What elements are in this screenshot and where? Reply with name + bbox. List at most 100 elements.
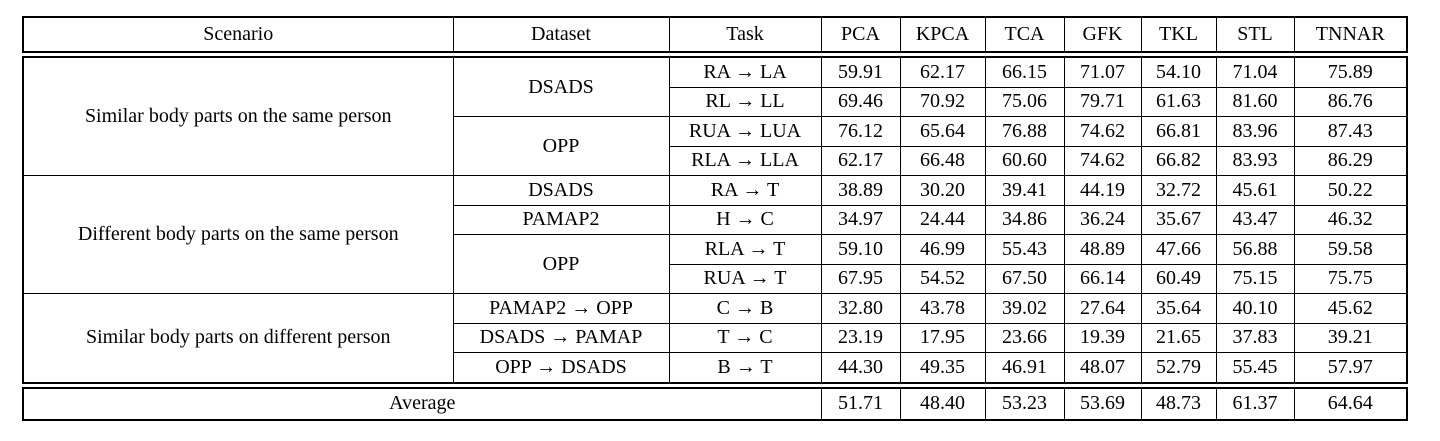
value-cell: 66.14: [1063, 263, 1142, 294]
value-cell: 39.02: [984, 293, 1065, 324]
value-cell: 60.60: [984, 145, 1065, 176]
dataset-cell: DSADS: [452, 54, 670, 117]
value-cell: 43.47: [1215, 204, 1295, 235]
value-cell-tnnar: 39.21: [1293, 322, 1408, 353]
value-cell: 71.04: [1215, 54, 1295, 88]
value-cell: 54.10: [1140, 54, 1217, 88]
value-cell: 74.62: [1063, 145, 1142, 176]
value-cell: 56.88: [1215, 234, 1295, 265]
value-cell: 67.50: [984, 263, 1065, 294]
value-cell: 27.64: [1063, 293, 1142, 324]
table-row: OPP RUA → LUA 76.12 65.64 76.88 74.62 66…: [23, 116, 1408, 176]
dataset-cell: OPP → DSADS: [452, 352, 670, 386]
value-cell: 48.07: [1063, 352, 1142, 386]
value-cell-tnnar: 59.58: [1293, 234, 1408, 265]
value-cell: 55.43: [984, 234, 1065, 265]
average-value-cell: 48.73: [1140, 381, 1217, 420]
average-value-cell: 48.40: [899, 381, 986, 420]
value-cell: 35.67: [1140, 204, 1217, 235]
value-cell: 66.15: [984, 54, 1065, 88]
value-cell: 71.07: [1063, 54, 1142, 88]
task-cell: RLA → T: [668, 234, 822, 265]
value-cell: 46.91: [984, 352, 1065, 386]
results-table: Scenario Dataset Task PCA KPCA TCA GFK T…: [22, 16, 1408, 421]
header-row: Scenario Dataset Task PCA KPCA TCA GFK T…: [22, 16, 1408, 58]
value-cell: 76.88: [984, 116, 1065, 147]
average-row: Average 51.71 48.40 53.23 53.69 48.73 61…: [22, 381, 1408, 420]
value-cell: 24.44: [899, 204, 986, 235]
value-cell: 47.66: [1140, 234, 1217, 265]
average-value-cell: 51.71: [820, 381, 901, 420]
value-cell: 81.60: [1215, 86, 1295, 117]
scenario-cell: Similar body parts on the same person: [22, 54, 454, 176]
value-cell-tnnar: 86.76: [1293, 86, 1408, 117]
value-cell: 38.89: [820, 175, 901, 206]
table-row: RUA → T 67.95 54.52 67.50 66.14 60.49 75…: [23, 263, 1408, 294]
average-value-cell: 53.23: [984, 381, 1065, 420]
col-header-tca: TCA: [984, 16, 1065, 58]
value-cell: 17.95: [899, 322, 986, 353]
value-cell: 55.45: [1215, 352, 1295, 386]
col-header-kpca: KPCA: [899, 16, 986, 58]
value-cell: 21.65: [1140, 322, 1217, 353]
dataset-cell: PAMAP2: [452, 204, 670, 235]
value-cell: 40.10: [1215, 293, 1295, 324]
value-cell-tnnar: 87.43: [1293, 116, 1408, 147]
task-cell: RL → LL: [668, 86, 822, 117]
value-cell-tnnar: 45.62: [1293, 293, 1408, 324]
value-cell: 46.99: [899, 234, 986, 265]
value-cell: 61.63: [1140, 86, 1217, 117]
value-cell: 66.82: [1140, 145, 1217, 176]
dataset-cell: DSADS: [452, 175, 670, 206]
page: Scenario Dataset Task PCA KPCA TCA GFK T…: [0, 16, 1440, 441]
value-cell-tnnar: 57.97: [1293, 352, 1408, 386]
dataset-cell: DSADS → PAMAP: [452, 322, 670, 353]
value-cell: 67.95: [820, 263, 901, 294]
value-cell: 45.61: [1215, 175, 1295, 206]
col-header-pca: PCA: [820, 16, 901, 58]
value-cell: 35.64: [1140, 293, 1217, 324]
col-header-scenario: Scenario: [22, 16, 454, 58]
value-cell: 37.83: [1215, 322, 1295, 353]
value-cell: 34.86: [984, 204, 1065, 235]
value-cell: 69.46: [820, 86, 901, 117]
task-cell: RUA → T: [668, 263, 822, 294]
task-cell: C → B: [668, 293, 822, 324]
value-cell: 59.10: [820, 234, 901, 265]
table-row: Similar body parts on different person P…: [22, 293, 1408, 386]
value-cell: 83.96: [1215, 116, 1295, 147]
table-row: DSADS → PAMAP T → C 23.19 17.95 23.66 19…: [23, 322, 1408, 353]
value-cell: 36.24: [1063, 204, 1142, 235]
scenario-cell: Similar body parts on different person: [22, 293, 454, 386]
value-cell: 48.89: [1063, 234, 1142, 265]
table-row: RLA → LLA 62.17 66.48 60.60 74.62 66.82 …: [23, 145, 1408, 176]
task-cell: RA → LA: [668, 54, 822, 88]
value-cell: 83.93: [1215, 145, 1295, 176]
value-cell: 19.39: [1063, 322, 1142, 353]
task-cell: H → C: [668, 204, 822, 235]
task-cell: B → T: [668, 352, 822, 386]
value-cell: 30.20: [899, 175, 986, 206]
value-cell-tnnar: 50.22: [1293, 175, 1408, 206]
dataset-cell: OPP: [452, 116, 670, 176]
col-header-tkl: TKL: [1140, 16, 1217, 58]
table-row: OPP → DSADS B → T 44.30 49.35 46.91 48.0…: [23, 352, 1408, 386]
value-cell: 32.72: [1140, 175, 1217, 206]
value-cell: 54.52: [899, 263, 986, 294]
value-cell: 75.06: [984, 86, 1065, 117]
value-cell: 62.17: [820, 145, 901, 176]
average-value-cell: 61.37: [1215, 381, 1295, 420]
value-cell-tnnar: 75.75: [1293, 263, 1408, 294]
col-header-task: Task: [668, 16, 822, 58]
table-row: Different body parts on the same person …: [22, 175, 1408, 294]
col-header-gfk: GFK: [1063, 16, 1142, 58]
value-cell: 75.15: [1215, 263, 1295, 294]
col-header-tnnar: TNNAR: [1293, 16, 1408, 58]
value-cell: 34.97: [820, 204, 901, 235]
value-cell: 70.92: [899, 86, 986, 117]
value-cell-tnnar: 46.32: [1293, 204, 1408, 235]
value-cell: 74.62: [1063, 116, 1142, 147]
average-label-cell: Average: [22, 381, 822, 420]
col-header-dataset: Dataset: [452, 16, 670, 58]
value-cell: 65.64: [899, 116, 986, 147]
